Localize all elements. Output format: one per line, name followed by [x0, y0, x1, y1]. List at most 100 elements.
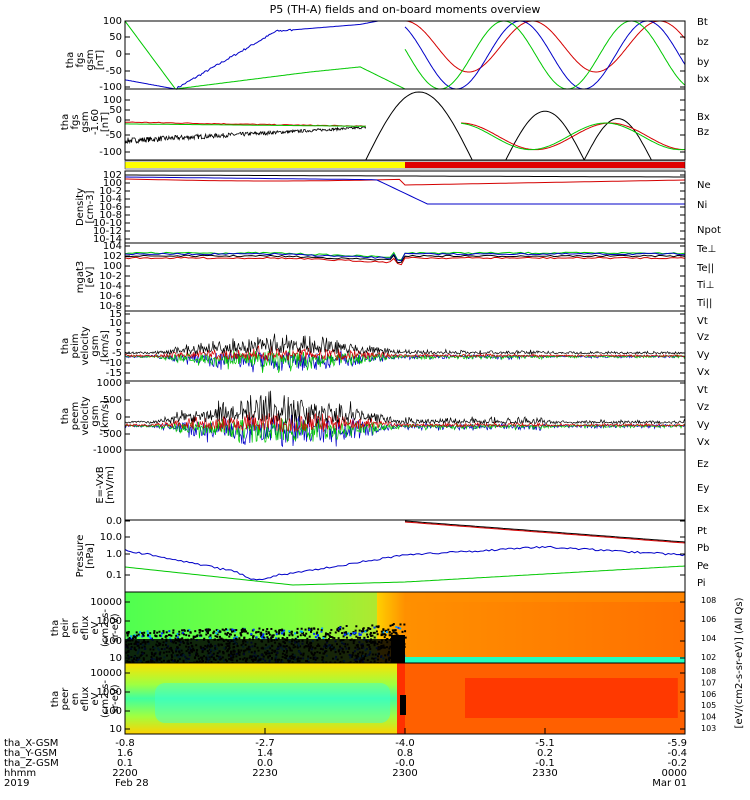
legend-fgs-gsm-dc-Bz: Bz	[697, 127, 709, 138]
legend-pressure-Pe: Pe	[697, 561, 709, 572]
ion-pixel	[204, 628, 207, 631]
ion-pixel	[235, 629, 238, 632]
legend-peem-velocity-Vt: Vt	[697, 385, 708, 396]
ion-pixel	[214, 635, 217, 638]
ylabel-fgs-gsm-2: gsm	[85, 49, 96, 70]
ion-pixel	[198, 631, 201, 634]
ytick-ion-0: 10000	[90, 597, 122, 608]
plot-title: P5 (TH-A) fields and on-board moments ov…	[270, 3, 541, 16]
legend-peim-velocity-Vx: Vx	[697, 367, 710, 378]
ion-pixel	[149, 637, 152, 640]
status-bar-fast	[405, 162, 685, 168]
xaxis-value-2-4: -0.2	[667, 758, 687, 769]
ion-pixel	[218, 635, 221, 638]
panel-labels: 100500-50-100100500-50-10010210010-210-4…	[50, 16, 745, 735]
xaxis-value-1-2: 0.8	[397, 748, 413, 759]
ion-pixel	[355, 635, 358, 638]
ion-pixel	[220, 637, 223, 640]
ion-pixel	[240, 630, 243, 633]
ion-pixel	[169, 637, 172, 640]
ion-pixel	[299, 630, 302, 633]
xaxis-value-2-1: 0.0	[257, 758, 273, 769]
ytick-peim-1: 10	[109, 318, 122, 329]
ion-pixel	[366, 633, 369, 636]
ion-pixel	[278, 629, 281, 632]
ytick-fgs-3: -50	[106, 66, 122, 77]
ion-pixel	[260, 635, 263, 638]
ion-pixel	[283, 632, 286, 635]
ytick-peem-2: 0	[116, 412, 122, 423]
ion-pixel	[243, 636, 246, 639]
ion-pixel	[212, 631, 215, 634]
ion-pixel	[165, 635, 168, 638]
ytick-density-8: 10-14	[93, 234, 122, 245]
ion-pixel	[341, 632, 344, 635]
ion-pixel	[168, 630, 171, 633]
ytick-ion-1: 1000	[97, 616, 122, 627]
ion-pixel	[262, 633, 265, 636]
ion-pixel	[288, 631, 291, 634]
ion-pixel	[294, 637, 297, 640]
ion-pixel	[134, 636, 137, 639]
ion-pixel	[274, 629, 277, 632]
ion-pixel	[320, 629, 323, 632]
ion-pixel	[257, 630, 260, 633]
legend-peem-velocity-Vy: Vy	[697, 420, 710, 431]
ytick-ion-3: 10	[109, 653, 122, 664]
ytick-fgs-4: -100	[99, 82, 122, 93]
ylabel-peer-eflux-0: tha	[50, 691, 61, 707]
ion-pixel	[242, 629, 245, 632]
ylabel-fgs-gsm-0: tha	[65, 52, 76, 68]
legend-peim-velocity-Vt: Vt	[697, 316, 708, 327]
ion-pixel	[234, 630, 237, 633]
xaxis-row-label-0: tha_X-GSM	[4, 738, 58, 749]
ion-pixel	[233, 637, 236, 640]
legend-peem-velocity-Vx: Vx	[697, 437, 710, 448]
ion-pixel	[231, 628, 234, 631]
ytick-peem-1: 500	[103, 395, 122, 406]
ion-pixel	[183, 629, 186, 632]
ion-pixel	[316, 631, 319, 634]
ylabel-peem-velocity-1: peem	[70, 402, 81, 430]
series-By-post	[460, 122, 685, 151]
ion-pixel	[401, 630, 404, 633]
ion-pixel	[203, 637, 206, 640]
ion-pixel	[395, 626, 398, 629]
colorbar-tick-1-2: 106	[701, 690, 716, 699]
ion-pixel	[283, 629, 286, 632]
electron-spectrogram-hot	[465, 678, 678, 718]
ion-pixel	[207, 629, 210, 632]
ion-pixel	[404, 636, 407, 639]
ion-pixel	[208, 628, 211, 631]
ytick-peem-3: -500	[99, 429, 122, 440]
legend-peem-velocity-Vz: Vz	[697, 402, 709, 413]
colorbar-tick-1-4: 104	[701, 713, 716, 722]
ion-pixel	[126, 632, 129, 635]
ion-pixel	[221, 628, 224, 631]
ion-pixel	[345, 631, 348, 634]
ion-pixel	[337, 626, 340, 629]
ion-pixel	[239, 632, 242, 635]
ion-pixel	[225, 628, 228, 631]
ion-pixel	[272, 634, 275, 637]
ion-pixel	[206, 632, 209, 635]
ylabel-fgs-gsm-1: fgs	[75, 52, 86, 67]
xaxis-row-label-3: hhmm	[4, 768, 36, 779]
ion-pixel	[371, 624, 374, 627]
ion-pixel	[358, 633, 361, 636]
ion-pixel	[330, 628, 333, 631]
ion-pixel	[147, 634, 150, 637]
ion-pixel	[266, 628, 269, 631]
ion-pixel	[322, 635, 325, 638]
series-Bx-arch	[365, 91, 473, 161]
series-Bx-pre	[125, 126, 367, 145]
ion-pixel	[242, 630, 245, 633]
ylabel-efield-0: E=-VxB	[95, 466, 106, 503]
series-temp-2	[125, 254, 685, 264]
ion-pixel	[178, 633, 181, 636]
ytick-density-5: 10-8	[99, 210, 122, 221]
ion-pixel	[342, 627, 345, 630]
ion-pixel	[372, 631, 375, 634]
ion-pixel	[305, 632, 308, 635]
